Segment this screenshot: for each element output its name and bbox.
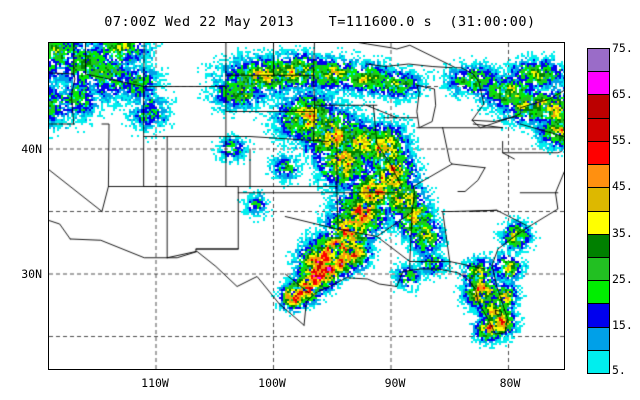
colorbar-cell-8	[588, 234, 609, 258]
colorbar-tick-65: 65.	[612, 87, 633, 101]
x-axis-tick-110w: 110W	[141, 376, 169, 390]
colorbar-cell-6	[588, 188, 609, 212]
colorbar-cell-10	[588, 281, 609, 305]
x-axis-tick-100w: 100W	[258, 376, 286, 390]
x-axis-tick-90w: 90W	[384, 376, 406, 390]
map-plot-area	[48, 42, 565, 370]
colorbar-cell-2	[588, 95, 609, 119]
colorbar-tick-45: 45.	[612, 179, 633, 193]
y-axis-tick-40n: 40N	[21, 142, 42, 156]
colorbar-cell-4	[588, 141, 609, 166]
reflectivity-colorbar	[587, 48, 610, 374]
colorbar-cell-11	[588, 304, 609, 328]
x-axis-tick-80w: 80W	[499, 376, 521, 390]
colorbar-tick-35: 35.	[612, 226, 633, 240]
colorbar-tick-15: 15.	[612, 318, 633, 332]
colorbar-tick-55: 55.	[612, 133, 633, 147]
colorbar-cell-7	[588, 211, 609, 235]
colorbar-cell-12	[588, 327, 609, 351]
colorbar-cell-0	[588, 49, 609, 73]
colorbar-cell-3	[588, 118, 609, 142]
page-title: 07:00Z Wed 22 May 2013 T=111600.0 s (31:…	[104, 14, 536, 30]
colorbar-tick-5: 5.	[612, 363, 626, 377]
colorbar-cell-1	[588, 72, 609, 96]
y-axis-tick-30n: 30N	[21, 267, 42, 281]
radar-reflectivity-canvas	[49, 43, 564, 369]
colorbar-cell-13	[588, 350, 609, 374]
colorbar-tick-25: 25.	[612, 272, 633, 286]
colorbar-cell-5	[588, 165, 609, 189]
colorbar-tick-75: 75.	[612, 41, 633, 55]
colorbar-cell-9	[588, 257, 609, 282]
